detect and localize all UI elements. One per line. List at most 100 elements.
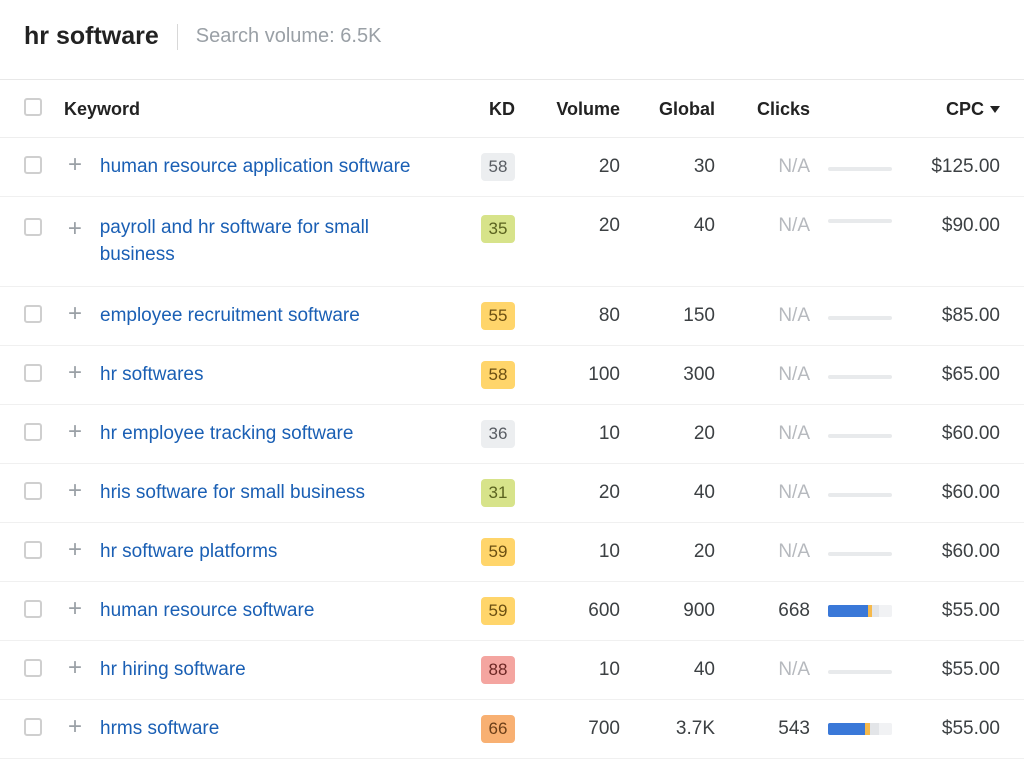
volume-value: 10 xyxy=(515,541,620,563)
cpc-value: $55.00 xyxy=(900,600,1000,622)
volume-value: 20 xyxy=(515,156,620,178)
row-checkbox[interactable] xyxy=(24,541,42,559)
volume-value: 10 xyxy=(515,423,620,445)
row-checkbox[interactable] xyxy=(24,364,42,382)
volume-value: 20 xyxy=(515,215,620,237)
kd-badge: 88 xyxy=(481,656,515,684)
row-checkbox[interactable] xyxy=(24,600,42,618)
clicks-value: N/A xyxy=(715,305,810,327)
cpc-value: $125.00 xyxy=(900,156,1000,178)
clicks-value: N/A xyxy=(715,541,810,563)
cpc-value: $55.00 xyxy=(900,659,1000,681)
clicks-value: N/A xyxy=(715,482,810,504)
clicks-value: 543 xyxy=(715,718,810,740)
clicks-distribution-bar xyxy=(828,316,892,320)
expand-row-icon[interactable]: + xyxy=(64,303,86,325)
clicks-distribution-bar xyxy=(828,167,892,171)
column-header-keyword[interactable]: Keyword xyxy=(64,99,445,120)
keyword-link[interactable]: hr hiring software xyxy=(100,657,246,684)
keyword-link[interactable]: hris software for small business xyxy=(100,480,365,507)
keyword-table-body: +human resource application software5820… xyxy=(0,138,1024,759)
expand-row-icon[interactable]: + xyxy=(64,716,86,738)
keyword-link[interactable]: hr software platforms xyxy=(100,539,277,566)
clicks-value: N/A xyxy=(715,156,810,178)
row-checkbox[interactable] xyxy=(24,423,42,441)
global-volume-value: 40 xyxy=(620,659,715,681)
cpc-value: $60.00 xyxy=(900,541,1000,563)
cpc-value: $65.00 xyxy=(900,364,1000,386)
volume-value: 700 xyxy=(515,718,620,740)
expand-row-icon[interactable]: + xyxy=(64,421,86,443)
column-header-clicks[interactable]: Clicks xyxy=(715,99,810,120)
volume-value: 20 xyxy=(515,482,620,504)
kd-badge: 36 xyxy=(481,420,515,448)
expand-row-icon[interactable]: + xyxy=(64,657,86,679)
row-checkbox[interactable] xyxy=(24,718,42,736)
expand-row-icon[interactable]: + xyxy=(64,154,86,176)
global-volume-value: 40 xyxy=(620,482,715,504)
column-header-kd[interactable]: KD xyxy=(445,99,515,120)
clicks-distribution-bar xyxy=(828,434,892,438)
table-row: +hris software for small business312040N… xyxy=(0,464,1024,523)
table-row: + hrms software 667003.7K543 $55.00 xyxy=(0,700,1024,759)
table-row: + hr hiring software 881040N/A $55.00 xyxy=(0,641,1024,700)
table-row: +hr softwares58100300N/A$65.00 xyxy=(0,346,1024,405)
clicks-distribution-bar xyxy=(828,552,892,556)
cpc-value: $85.00 xyxy=(900,305,1000,327)
volume-value: 100 xyxy=(515,364,620,386)
sort-desc-icon xyxy=(990,106,1000,113)
table-header-row: Keyword KD Volume Global Clicks CPC xyxy=(0,80,1024,138)
kd-badge: 58 xyxy=(481,153,515,181)
table-row: +human resource software59600900668$55.0… xyxy=(0,582,1024,641)
kd-badge: 58 xyxy=(481,361,515,389)
table-row: + human resource application software 5820… xyxy=(0,138,1024,197)
keyword-link[interactable]: hrms software xyxy=(100,716,219,743)
global-volume-value: 30 xyxy=(620,156,715,178)
clicks-distribution-bar xyxy=(828,493,892,497)
row-checkbox[interactable] xyxy=(24,218,42,236)
table-row: +hr software platforms591020N/A$60.00 xyxy=(0,523,1024,582)
volume-value: 10 xyxy=(515,659,620,681)
search-volume-label: Search volume: 6.5K xyxy=(196,25,382,48)
kd-badge: 55 xyxy=(481,302,515,330)
clicks-value: N/A xyxy=(715,659,810,681)
keyword-link[interactable]: hr softwares xyxy=(100,362,203,389)
global-volume-value: 3.7K xyxy=(620,718,715,740)
row-checkbox[interactable] xyxy=(24,305,42,323)
global-volume-value: 20 xyxy=(620,541,715,563)
row-checkbox[interactable] xyxy=(24,482,42,500)
clicks-value: N/A xyxy=(715,423,810,445)
keyword-link[interactable]: human resource software xyxy=(100,598,314,625)
volume-value: 80 xyxy=(515,305,620,327)
table-row: +hr employee tracking software361020N/A$… xyxy=(0,405,1024,464)
clicks-distribution-bar xyxy=(828,670,892,674)
cpc-value: $90.00 xyxy=(900,215,1000,237)
volume-value: 600 xyxy=(515,600,620,622)
column-header-volume[interactable]: Volume xyxy=(515,99,620,120)
cpc-value: $60.00 xyxy=(900,423,1000,445)
keyword-link[interactable]: employee recruitment software xyxy=(100,303,360,330)
keyword-link[interactable]: human resource application software xyxy=(100,154,411,181)
clicks-value: N/A xyxy=(715,364,810,386)
keyword-link[interactable]: hr employee tracking software xyxy=(100,421,353,448)
cpc-value: $60.00 xyxy=(900,482,1000,504)
row-checkbox[interactable] xyxy=(24,156,42,174)
kd-badge: 59 xyxy=(481,597,515,625)
kd-badge: 66 xyxy=(481,715,515,743)
expand-row-icon[interactable]: + xyxy=(64,218,86,240)
column-header-cpc[interactable]: CPC xyxy=(900,99,1000,120)
select-all-checkbox[interactable] xyxy=(24,98,42,116)
cpc-value: $55.00 xyxy=(900,718,1000,740)
clicks-distribution-bar xyxy=(828,219,892,223)
page-header: hr software Search volume: 6.5K xyxy=(0,0,1024,80)
expand-row-icon[interactable]: + xyxy=(64,480,86,502)
row-checkbox[interactable] xyxy=(24,659,42,677)
kd-badge: 35 xyxy=(481,215,515,243)
expand-row-icon[interactable]: + xyxy=(64,362,86,384)
expand-row-icon[interactable]: + xyxy=(64,539,86,561)
clicks-value: N/A xyxy=(715,215,810,237)
column-header-global[interactable]: Global xyxy=(620,99,715,120)
keyword-link[interactable]: payroll and hr software for small busine… xyxy=(100,215,445,268)
clicks-distribution-bar xyxy=(828,723,892,735)
expand-row-icon[interactable]: + xyxy=(64,598,86,620)
